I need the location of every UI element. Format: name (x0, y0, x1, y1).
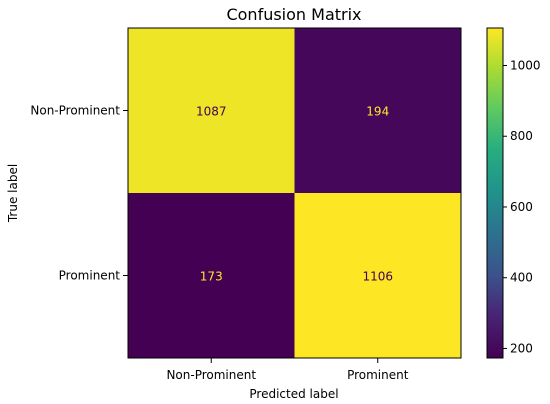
colorbar (486, 27, 504, 359)
colorbar-tick-label: 600 (510, 200, 533, 214)
x-axis-label: Predicted label (249, 387, 338, 401)
chart-title: Confusion Matrix (226, 5, 361, 24)
cell-value-0-0: 1087 (196, 105, 227, 119)
colorbar-ticks: 200 400 600 800 1000 (503, 58, 541, 355)
y-tick-label: Non-Prominent (30, 104, 120, 118)
cell-value-1-1: 1106 (362, 270, 393, 284)
colorbar-tick-label: 800 (510, 129, 533, 143)
matrix-cell-labels: 1087 194 173 1106 (196, 105, 393, 284)
y-tick-label: Prominent (59, 269, 121, 283)
matrix-cell-0-1 (294, 28, 461, 193)
colorbar-tick-label: 1000 (510, 58, 541, 72)
cell-value-1-0: 173 (200, 270, 223, 284)
matrix-cell-0-0 (128, 28, 295, 193)
x-tick-label: Prominent (347, 368, 409, 382)
y-axis-label: True label (6, 164, 20, 223)
cell-value-0-1: 194 (366, 105, 389, 119)
x-axis-ticks: Non-Prominent Prominent (166, 358, 409, 382)
plot-frame (127, 27, 462, 359)
matrix-cells (128, 28, 461, 358)
matrix-cell-1-0 (128, 193, 295, 358)
y-axis-ticks: Non-Prominent Prominent (30, 104, 128, 283)
matrix-cell-1-1 (294, 193, 461, 358)
colorbar-tick-label: 200 (510, 341, 533, 355)
colorbar-tick-label: 400 (510, 271, 533, 285)
x-tick-label: Non-Prominent (166, 368, 256, 382)
